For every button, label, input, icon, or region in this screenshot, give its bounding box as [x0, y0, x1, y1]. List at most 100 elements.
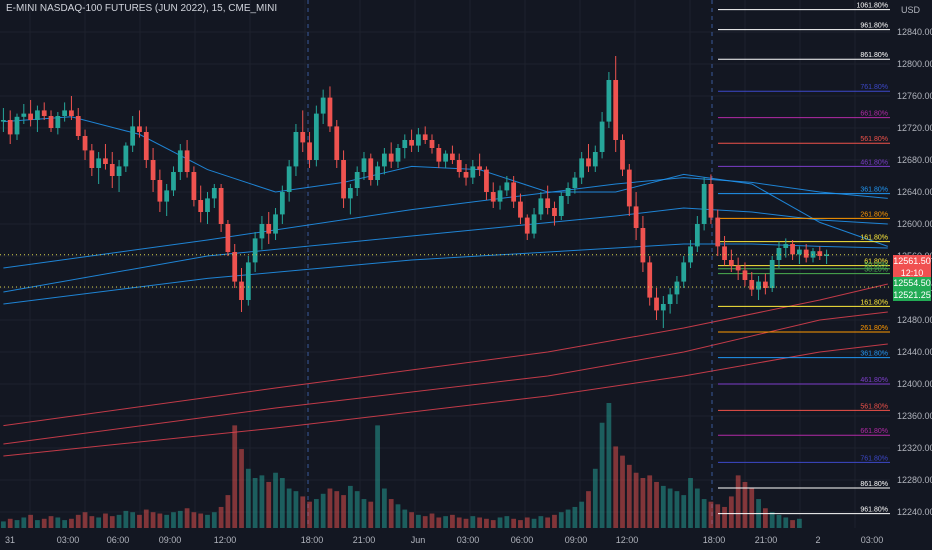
volume-bar	[41, 518, 47, 528]
volume-bar	[164, 514, 170, 528]
volume-bar	[456, 517, 462, 528]
last-price-tag: 12561.50	[893, 255, 931, 267]
candle-body	[1, 120, 6, 122]
volume-bar	[69, 518, 74, 528]
y-tick-label: 12400.00	[897, 379, 932, 389]
candle-body	[232, 252, 238, 282]
y-tick-label: 12840.00	[897, 27, 932, 37]
fib-level-label: 961.80%	[860, 23, 888, 30]
candle-body	[368, 158, 374, 180]
candle-body	[531, 214, 537, 234]
candle-body	[477, 166, 483, 170]
price-tag-three: 12521.25	[893, 289, 931, 301]
candle-body	[35, 110, 40, 120]
candle-body	[797, 249, 802, 255]
moving-average-line	[3, 311, 888, 445]
volume-bar	[429, 513, 435, 528]
y-tick-label: 12280.00	[897, 475, 932, 485]
volume-bar	[490, 520, 496, 528]
candle-body	[130, 126, 136, 146]
candle-body	[48, 116, 54, 128]
candle-body	[728, 260, 734, 266]
volume-bar	[647, 475, 653, 528]
volume-bar	[82, 512, 88, 528]
volume-bar	[245, 468, 251, 528]
volume-bar	[35, 520, 40, 528]
candle-body	[239, 281, 244, 300]
volume-bar	[722, 506, 727, 528]
candle-body	[375, 166, 380, 180]
volume-bar	[225, 495, 231, 528]
candle-body	[647, 262, 653, 298]
volume-bar	[538, 516, 544, 528]
y-tick-label: 12360.00	[897, 411, 932, 421]
volume-bar	[48, 516, 54, 528]
candle-body	[803, 249, 809, 258]
fib-level-label: 261.80%	[860, 211, 888, 218]
price-tag-two: 12554.50	[893, 277, 931, 289]
candle-body	[817, 251, 823, 256]
fib-level-label: 61.80%	[864, 259, 888, 266]
candle-body	[69, 110, 74, 116]
candle-body	[279, 192, 285, 215]
volume-bar	[361, 499, 367, 528]
candle-body	[579, 158, 585, 178]
candle-body	[225, 224, 231, 252]
x-tick-label: 18:00	[703, 535, 726, 545]
candle-body	[388, 153, 394, 162]
volume-bar	[463, 518, 469, 528]
volume-bar	[633, 472, 639, 528]
candle-body	[694, 224, 700, 247]
fib-level-label: 961.80%	[860, 507, 888, 514]
volume-bar	[7, 518, 13, 528]
volume-bar	[470, 516, 476, 528]
volume-bar	[402, 509, 408, 528]
candle-body	[382, 153, 387, 167]
candle-body	[266, 224, 272, 234]
candle-body	[184, 150, 190, 172]
fib-level-label: 461.80%	[860, 377, 888, 384]
volume-bar	[279, 478, 285, 528]
volume-bar	[273, 472, 278, 528]
candle-body	[286, 166, 292, 192]
y-tick-label: 12680.00	[897, 155, 932, 165]
volume-bar	[606, 403, 612, 528]
volume-bar	[626, 464, 632, 528]
candle-body	[245, 262, 251, 300]
volume-bar	[742, 481, 748, 528]
candle-body	[143, 132, 149, 160]
volume-bar	[450, 514, 455, 528]
x-tick-label: 03:00	[861, 535, 884, 545]
fib-level-label: 661.80%	[860, 428, 888, 435]
volume-bar	[518, 520, 523, 528]
candle-body	[164, 190, 170, 202]
candle-body	[416, 134, 421, 146]
volume-bar	[205, 514, 210, 528]
volume-bar	[728, 496, 734, 528]
candle-body	[218, 188, 224, 224]
volume-bar	[797, 518, 802, 528]
candle-body	[558, 196, 564, 216]
candle-body	[688, 246, 693, 263]
fib-level-label: 161.80%	[860, 299, 888, 306]
volume-bar	[198, 513, 204, 528]
candle-body	[762, 281, 768, 288]
volume-bar	[123, 510, 129, 528]
candle-body	[205, 198, 210, 212]
candle-body	[572, 177, 578, 188]
volume-bar	[89, 516, 95, 528]
candle-body	[252, 238, 258, 263]
candle-body	[409, 140, 414, 146]
candle-body	[273, 214, 278, 234]
candle-body	[518, 201, 523, 218]
fib-level-label: 161.80%	[860, 235, 888, 242]
candle-body	[62, 110, 68, 116]
volume-bar	[749, 488, 755, 528]
x-tick-label: 31	[5, 535, 15, 545]
volume-bar	[184, 508, 190, 528]
candle-body	[109, 164, 115, 176]
volume-bar	[762, 508, 768, 528]
candle-body	[538, 198, 544, 215]
volume-bar	[21, 517, 27, 528]
